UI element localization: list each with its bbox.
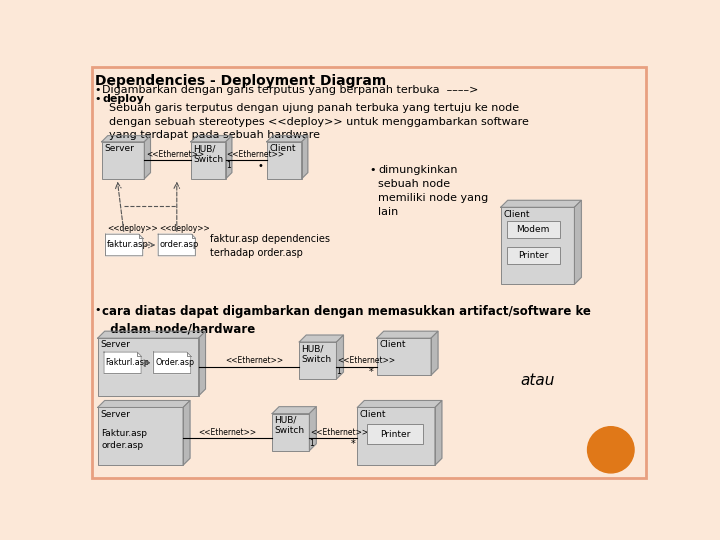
Text: dimungkinkan
sebuah node
memiliki node yang
lain: dimungkinkan sebuah node memiliki node y… bbox=[378, 165, 489, 217]
Text: 1: 1 bbox=[336, 367, 341, 376]
Text: HUB/
Switch: HUB/ Switch bbox=[193, 144, 223, 164]
Text: faktur.asp dependencies
terhadap order.asp: faktur.asp dependencies terhadap order.a… bbox=[210, 234, 330, 258]
Polygon shape bbox=[431, 331, 438, 375]
Polygon shape bbox=[144, 136, 150, 179]
Text: HUB/
Switch: HUB/ Switch bbox=[302, 345, 332, 364]
Text: Fakturl.asp: Fakturl.asp bbox=[106, 359, 150, 367]
Text: •: • bbox=[94, 85, 101, 95]
Text: <<Ethernet>>: <<Ethernet>> bbox=[199, 428, 256, 437]
Circle shape bbox=[588, 427, 634, 473]
Text: Client: Client bbox=[269, 144, 295, 153]
Polygon shape bbox=[357, 401, 442, 408]
Bar bbox=[102, 142, 144, 179]
Text: •: • bbox=[258, 161, 264, 171]
Polygon shape bbox=[98, 331, 205, 338]
Bar bbox=[300, 342, 336, 379]
Text: <<Ethernet>>: <<Ethernet>> bbox=[145, 150, 204, 159]
Text: Modem: Modem bbox=[517, 225, 550, 234]
Text: HUB/
Switch: HUB/ Switch bbox=[274, 416, 305, 435]
Bar bbox=[98, 408, 183, 465]
Text: *: * bbox=[369, 367, 374, 377]
Polygon shape bbox=[302, 136, 307, 179]
Polygon shape bbox=[158, 234, 195, 256]
Text: •: • bbox=[369, 165, 376, 175]
Text: Client: Client bbox=[503, 210, 530, 219]
Text: *: * bbox=[351, 439, 355, 449]
Bar bbox=[507, 247, 559, 264]
Polygon shape bbox=[336, 335, 343, 379]
Text: Printer: Printer bbox=[380, 430, 410, 439]
Polygon shape bbox=[225, 136, 232, 179]
Bar bbox=[272, 414, 310, 450]
Polygon shape bbox=[272, 407, 316, 414]
Bar bbox=[367, 424, 423, 444]
Polygon shape bbox=[300, 335, 343, 342]
Text: <<Ethernet>>: <<Ethernet>> bbox=[310, 428, 368, 437]
Bar bbox=[500, 207, 575, 284]
Polygon shape bbox=[435, 401, 442, 465]
Polygon shape bbox=[102, 136, 150, 142]
Polygon shape bbox=[153, 352, 191, 374]
Polygon shape bbox=[199, 331, 205, 396]
Text: <<Ethernet>>: <<Ethernet>> bbox=[225, 356, 284, 365]
Bar bbox=[191, 142, 225, 179]
Polygon shape bbox=[106, 234, 143, 256]
Text: <<deploy>>: <<deploy>> bbox=[107, 224, 158, 233]
Polygon shape bbox=[191, 136, 232, 142]
Bar bbox=[357, 408, 435, 465]
Polygon shape bbox=[266, 136, 307, 142]
Text: Printer: Printer bbox=[518, 251, 549, 260]
Text: faktur.asp: faktur.asp bbox=[107, 240, 149, 249]
Bar bbox=[377, 338, 431, 375]
Text: Client: Client bbox=[360, 410, 386, 418]
Text: <<Ethernet>>: <<Ethernet>> bbox=[337, 356, 395, 365]
Polygon shape bbox=[575, 200, 581, 284]
Text: deploy: deploy bbox=[102, 94, 144, 104]
Polygon shape bbox=[310, 407, 316, 450]
Text: Sebuah garis terputus dengan ujung panah terbuka yang tertuju ke node
  dengan s: Sebuah garis terputus dengan ujung panah… bbox=[102, 103, 529, 140]
Text: order.asp: order.asp bbox=[160, 240, 199, 249]
Polygon shape bbox=[377, 331, 438, 338]
Text: <<deploy>>: <<deploy>> bbox=[160, 224, 210, 233]
Text: Dependencies - Deployment Diagram: Dependencies - Deployment Diagram bbox=[94, 74, 386, 88]
Text: <<Ethernet>>: <<Ethernet>> bbox=[226, 150, 284, 159]
Text: Order.asp: Order.asp bbox=[155, 359, 194, 367]
Bar bbox=[98, 338, 199, 396]
Text: atau: atau bbox=[520, 373, 554, 388]
Text: cara diatas dapat digambarkan dengan memasukkan artifact/software ke
  dalam nod: cara diatas dapat digambarkan dengan mem… bbox=[102, 305, 591, 335]
Text: Faktur.asp
order.asp: Faktur.asp order.asp bbox=[102, 429, 148, 450]
Text: 1: 1 bbox=[226, 161, 231, 170]
Text: Server: Server bbox=[100, 410, 130, 418]
Polygon shape bbox=[183, 401, 190, 465]
Bar bbox=[266, 142, 302, 179]
Text: Client: Client bbox=[379, 340, 405, 349]
Polygon shape bbox=[500, 200, 581, 207]
Text: •: • bbox=[94, 94, 101, 104]
Text: 1: 1 bbox=[310, 439, 314, 448]
Polygon shape bbox=[104, 352, 141, 374]
Text: Server: Server bbox=[104, 144, 134, 153]
Text: Digambarkan dengan garis terputus yang berpanah terbuka  ––––>: Digambarkan dengan garis terputus yang b… bbox=[102, 85, 479, 95]
Text: •: • bbox=[94, 305, 101, 315]
Text: Server: Server bbox=[100, 340, 130, 349]
Polygon shape bbox=[98, 401, 190, 408]
Bar bbox=[507, 221, 559, 238]
